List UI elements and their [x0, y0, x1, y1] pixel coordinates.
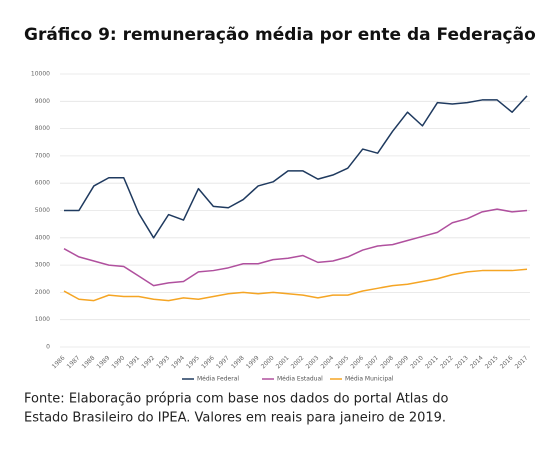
y-tick-label: 1000 — [35, 316, 50, 323]
x-tick-label: 1989 — [96, 354, 112, 370]
x-tick-label: 2006 — [349, 354, 365, 370]
x-tick-label: 2013 — [454, 354, 470, 370]
x-tick-label: 2002 — [290, 354, 306, 370]
x-tick-label: 1996 — [200, 354, 216, 370]
x-tick-label: 2014 — [469, 354, 485, 370]
y-tick-label: 0 — [46, 344, 50, 351]
x-tick-label: 2011 — [424, 354, 440, 370]
x-tick-label: 1990 — [110, 354, 126, 370]
x-tick-label: 1993 — [155, 354, 171, 370]
x-tick-label: 1986 — [51, 354, 67, 370]
x-tick-label: 2009 — [394, 354, 410, 370]
x-tick-label: 2008 — [379, 354, 395, 370]
x-tick-label: 1991 — [125, 354, 141, 370]
x-tick-label: 2017 — [514, 354, 530, 370]
legend-label: Média Federal — [197, 376, 239, 383]
chart-title: Gráfico 9: remuneração média por ente da… — [24, 25, 536, 45]
y-tick-label: 2000 — [35, 289, 50, 296]
x-tick-label: 2004 — [320, 354, 336, 370]
x-tick-label: 1987 — [66, 354, 82, 370]
x-tick-label: 1998 — [230, 354, 246, 370]
source-note: Estado Brasileiro do IPEA. Valores em re… — [24, 411, 446, 426]
x-tick-label: 2001 — [275, 354, 291, 370]
series-line — [64, 95, 528, 239]
x-tick-label: 1995 — [185, 354, 201, 370]
x-tick-label: 2003 — [305, 354, 321, 370]
x-tick-label: 1997 — [215, 354, 231, 370]
source-note: Fonte: Elaboração própria com base nos d… — [24, 392, 449, 407]
series-line — [63, 208, 528, 287]
y-tick-label: 5000 — [35, 207, 50, 214]
legend-label: Média Municipal — [345, 376, 394, 383]
legend-label: Média Estadual — [277, 376, 323, 383]
x-tick-label: 1994 — [170, 354, 186, 370]
series-line — [63, 268, 528, 302]
x-tick-label: 2007 — [364, 354, 380, 370]
y-tick-label: 4000 — [35, 234, 50, 241]
x-tick-label: 2012 — [439, 354, 455, 370]
x-tick-label: 2016 — [499, 354, 515, 370]
x-tick-label: 2015 — [484, 354, 500, 370]
y-tick-label: 9000 — [35, 98, 50, 105]
y-tick-label: 7000 — [35, 152, 50, 159]
x-tick-label: 1988 — [81, 354, 97, 370]
y-tick-label: 8000 — [35, 125, 50, 132]
y-tick-label: 10000 — [31, 71, 50, 78]
y-tick-label: 3000 — [35, 262, 50, 269]
x-tick-label: 1992 — [140, 354, 156, 370]
y-tick-label: 6000 — [35, 180, 50, 187]
x-tick-label: 2010 — [409, 354, 425, 370]
x-tick-label: 1999 — [245, 354, 261, 370]
x-tick-label: 2000 — [260, 354, 276, 370]
x-tick-label: 2005 — [334, 354, 350, 370]
